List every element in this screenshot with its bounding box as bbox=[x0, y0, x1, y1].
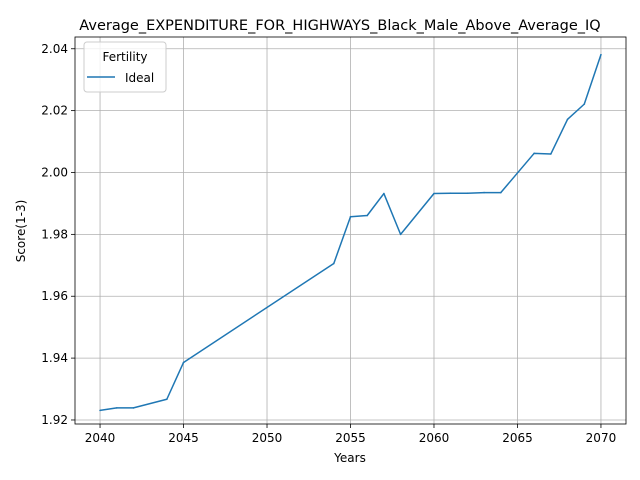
x-tick-label: 2070 bbox=[586, 431, 617, 445]
data-point bbox=[600, 53, 602, 56]
data-point bbox=[333, 262, 335, 265]
legend: Fertility Ideal bbox=[83, 41, 167, 93]
y-axis-label: Score(1-3) bbox=[14, 200, 28, 263]
data-point bbox=[166, 398, 168, 401]
x-tick-label: 2055 bbox=[335, 431, 366, 445]
chart-title: Average_EXPENDITURE_FOR_HIGHWAYS_Black_M… bbox=[79, 18, 600, 34]
data-point bbox=[366, 214, 368, 217]
y-tick-label: 2.04 bbox=[41, 42, 68, 56]
data-point bbox=[483, 191, 485, 194]
x-tick-label: 2050 bbox=[252, 431, 283, 445]
x-axis-label: Years bbox=[333, 451, 366, 465]
data-point bbox=[583, 103, 586, 105]
x-tick-label: 2045 bbox=[168, 431, 199, 445]
y-tick-label: 1.96 bbox=[41, 289, 68, 303]
legend-title: Fertility bbox=[102, 50, 147, 64]
y-tick-label: 2.00 bbox=[41, 165, 68, 179]
legend-label: Ideal bbox=[125, 71, 154, 85]
data-point bbox=[399, 233, 402, 236]
series-line bbox=[99, 54, 602, 412]
y-tick-label: 1.94 bbox=[41, 351, 68, 365]
y-tick-label: 1.92 bbox=[41, 413, 68, 427]
data-point bbox=[566, 118, 569, 121]
data-point bbox=[182, 361, 185, 364]
data-point bbox=[533, 152, 535, 155]
data-point bbox=[349, 215, 352, 218]
grid-lines bbox=[75, 37, 626, 424]
data-point bbox=[383, 192, 385, 195]
x-tick-label: 2040 bbox=[85, 431, 116, 445]
data-point bbox=[115, 407, 118, 409]
y-tick-label: 2.02 bbox=[41, 104, 68, 118]
data-point bbox=[499, 191, 502, 194]
data-point bbox=[550, 153, 552, 155]
y-axis-ticks: 1.92 1.94 1.96 1.98 2.00 2.02 2.04 bbox=[41, 42, 75, 427]
x-tick-label: 2065 bbox=[502, 431, 533, 445]
data-point bbox=[99, 409, 101, 412]
series-layer bbox=[99, 53, 602, 412]
data-point bbox=[466, 192, 469, 195]
y-tick-label: 1.98 bbox=[41, 227, 68, 241]
x-axis-ticks: 2040 2045 2050 2055 2060 2065 2070 bbox=[85, 424, 616, 445]
legend-box bbox=[83, 41, 167, 93]
x-tick-label: 2060 bbox=[419, 431, 450, 445]
data-point bbox=[433, 192, 435, 195]
data-point bbox=[449, 192, 452, 195]
data-point bbox=[132, 407, 135, 409]
